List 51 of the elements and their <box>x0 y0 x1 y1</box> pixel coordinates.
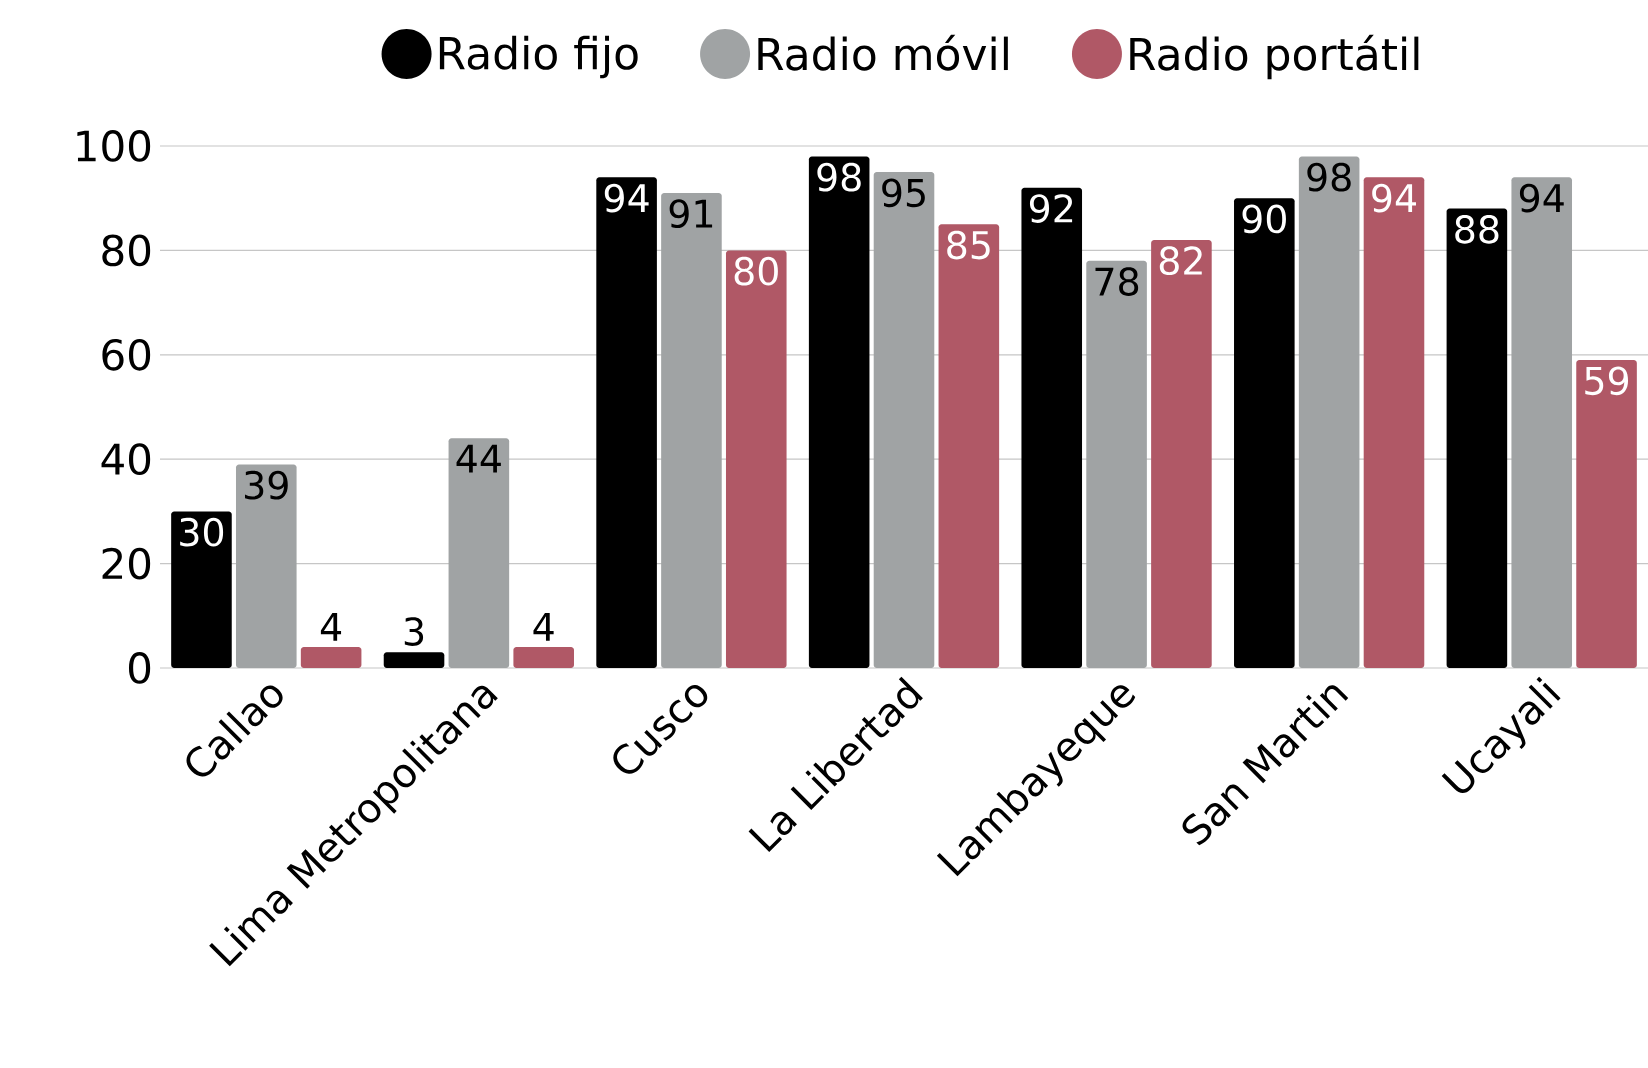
bar <box>1151 239 1212 668</box>
bar <box>1298 156 1360 668</box>
bar <box>873 172 935 668</box>
bar <box>808 156 870 668</box>
y-tick-label: 0 <box>128 652 151 684</box>
data-label: 85 <box>947 230 990 260</box>
data-label: 80 <box>734 256 778 286</box>
y-tick-label: 80 <box>102 234 151 267</box>
bar <box>1234 198 1295 668</box>
data-label: 30 <box>180 517 224 547</box>
data-label: 44 <box>456 444 501 473</box>
bar <box>448 438 510 668</box>
data-label: 91 <box>669 199 713 229</box>
data-label: 39 <box>245 470 288 500</box>
bar <box>383 652 445 668</box>
data-label: 92 <box>1029 194 1073 223</box>
data-label: 94 <box>1519 183 1564 213</box>
data-label: 78 <box>1095 267 1139 296</box>
data-label: 90 <box>1242 204 1286 234</box>
bar <box>300 647 362 668</box>
data-label: 3 <box>404 617 424 646</box>
data-label: 4 <box>320 613 342 641</box>
legend-label: Radio portátil <box>1130 34 1419 80</box>
bar <box>171 511 232 668</box>
data-label: 94 <box>604 183 649 213</box>
legend-label: Radio móvil <box>758 34 1008 71</box>
y-tick-label: 100 <box>77 130 151 162</box>
data-label: 88 <box>1455 215 1499 244</box>
data-label: 98 <box>1307 162 1351 192</box>
y-tick-label: 20 <box>102 547 151 580</box>
data-label: 95 <box>882 178 925 208</box>
data-label: 59 <box>1585 366 1629 396</box>
data-label: 94 <box>1372 183 1416 213</box>
data-label: 4 <box>533 613 554 641</box>
legend-label: Radio fijo <box>439 35 638 79</box>
bar <box>1363 177 1425 668</box>
y-tick-label: 60 <box>102 338 151 371</box>
y-tick-label: 40 <box>101 443 151 476</box>
bar <box>1021 187 1083 668</box>
bar <box>1511 177 1573 668</box>
bar <box>1446 208 1508 668</box>
bar <box>938 224 1000 668</box>
bar <box>725 250 787 668</box>
bar <box>661 192 722 668</box>
bar <box>236 464 297 668</box>
bar <box>596 177 657 668</box>
bar <box>1086 260 1147 668</box>
data-label: 98 <box>817 162 861 192</box>
data-label: 82 <box>1159 246 1202 276</box>
bar <box>1576 360 1637 668</box>
bar <box>513 647 574 668</box>
